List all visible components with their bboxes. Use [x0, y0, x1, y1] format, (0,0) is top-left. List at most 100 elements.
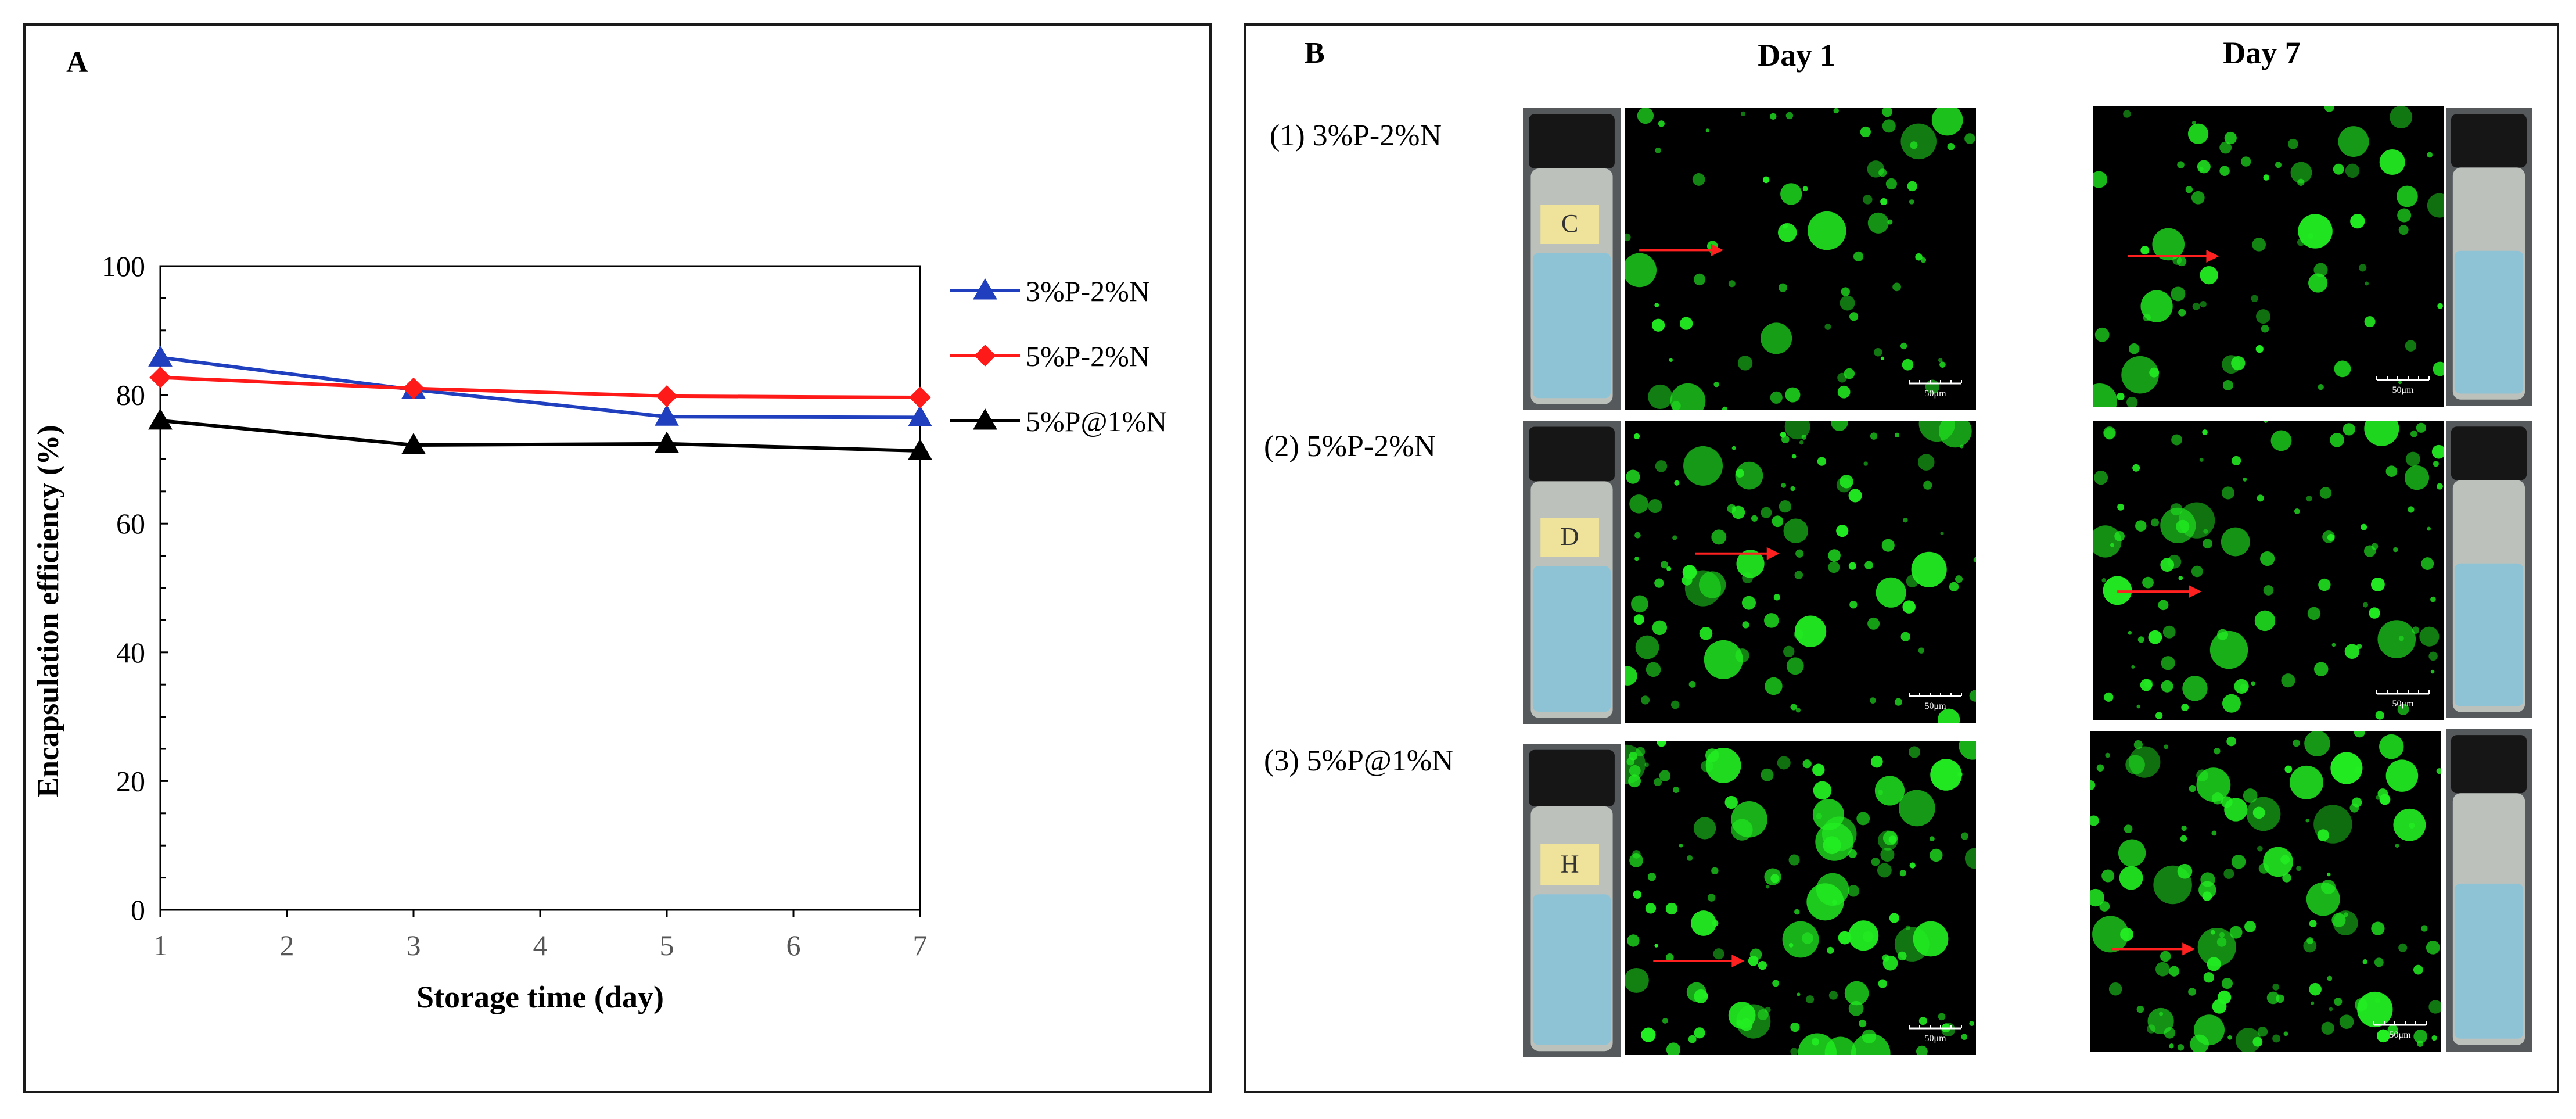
droplet: [2147, 1007, 2174, 1035]
droplet: [1894, 698, 1902, 706]
droplet: [2281, 673, 2295, 688]
droplet: [2123, 110, 2131, 118]
droplet: [1969, 1021, 1974, 1026]
vial-label-sticker: [1540, 205, 1600, 244]
droplet: [2272, 1034, 2280, 1043]
droplet: [1631, 595, 1648, 613]
droplet: [1779, 500, 1791, 513]
droplet: [2413, 1029, 2428, 1043]
droplet: [2124, 595, 2129, 601]
droplet: [2419, 626, 2440, 647]
series-line-2: [160, 375, 921, 400]
droplet: [2126, 396, 2138, 407]
droplet: [1813, 781, 1832, 800]
droplet: [1724, 795, 1738, 809]
droplet: [1731, 801, 1767, 838]
droplet: [1705, 748, 1741, 783]
droplet: [1728, 280, 1736, 288]
droplet: [1794, 571, 1803, 580]
droplet: [2280, 855, 2290, 865]
droplet: [2282, 873, 2291, 883]
droplet: [2376, 1029, 2390, 1043]
droplet: [2243, 477, 2247, 482]
droplet: [2333, 163, 2344, 175]
droplet: [2169, 1043, 2174, 1049]
data-point-s1-1: [148, 345, 173, 367]
droplet: [2357, 991, 2393, 1028]
droplet: [1629, 751, 1638, 761]
x-tick-label: 2: [280, 929, 294, 962]
droplet: [1880, 356, 1884, 360]
droplet: [1973, 557, 1976, 562]
droplet: [2426, 941, 2440, 955]
plot-area-frame: [159, 265, 921, 911]
panel-a: A 0 20 40 60 80 100 1 2 3 4 5 6 7 Storage time (day) E…: [23, 23, 1212, 1093]
droplet: [2318, 578, 2331, 591]
droplet: [1742, 621, 1749, 629]
droplet: [1940, 531, 1944, 536]
droplet: [2428, 651, 2438, 661]
droplet: [1907, 181, 1917, 192]
droplet: [1785, 112, 1794, 120]
droplet: [1840, 295, 1855, 311]
droplet: [2229, 926, 2243, 939]
droplet: [2371, 921, 2385, 935]
droplet: [2374, 957, 2384, 967]
droplet: [2099, 901, 2110, 912]
droplet: [1625, 968, 1649, 993]
droplet: [1626, 469, 1640, 484]
droplet: [2344, 644, 2360, 659]
droplet: [2223, 868, 2234, 879]
droplet: [2211, 792, 2224, 805]
data-point-s3-2: [401, 433, 426, 454]
droplet: [2167, 554, 2182, 569]
droplet: [1860, 126, 1871, 138]
droplet: [1836, 477, 1852, 493]
droplet: [2311, 1001, 2315, 1005]
series-line-1: [160, 356, 921, 419]
droplet: [2270, 430, 2292, 451]
droplet: [1889, 913, 1899, 923]
droplet: [2405, 451, 2420, 467]
droplet: [1851, 1034, 1891, 1055]
droplet: [2375, 711, 2384, 720]
droplet: [1909, 862, 1916, 869]
droplet: [1777, 756, 1791, 770]
droplet: [2092, 916, 2129, 953]
x-tick-label: 3: [407, 929, 421, 962]
droplet: [2197, 160, 2211, 174]
vial-cap: [1529, 426, 1615, 482]
droplet: [2431, 1035, 2437, 1041]
droplet: [1916, 1045, 1928, 1055]
droplet: [2361, 523, 2367, 530]
droplet: [1625, 253, 1657, 288]
droplet: [1703, 993, 1708, 998]
arrow-head: [2189, 585, 2202, 598]
droplet: [2185, 186, 2193, 193]
droplet: [1961, 832, 1969, 840]
droplet: [2306, 937, 2314, 944]
droplet: [1788, 854, 1800, 866]
droplet: [2416, 422, 2426, 433]
droplet: [2430, 669, 2435, 674]
droplet: [2393, 808, 2426, 841]
y-tick-label: 20: [116, 765, 145, 797]
droplet: [1790, 704, 1797, 711]
droplet: [2370, 578, 2385, 591]
droplet: [2108, 982, 2122, 996]
droplet: [1635, 747, 1646, 757]
droplet: [1941, 1023, 1956, 1037]
droplet: [1647, 873, 1657, 881]
data-point-s2-4: [909, 386, 931, 408]
droplet: [2331, 643, 2336, 647]
x-tick-label: 1: [153, 929, 168, 962]
droplet: [2379, 734, 2404, 759]
droplet: [1931, 108, 1963, 136]
droplet: [2169, 966, 2180, 977]
droplet: [2290, 162, 2312, 184]
droplet: [1899, 870, 1906, 877]
droplet: [1783, 645, 1795, 658]
droplet: [2140, 246, 2150, 255]
vial-drawing: D: [1523, 421, 1621, 724]
droplet: [1880, 848, 1895, 862]
